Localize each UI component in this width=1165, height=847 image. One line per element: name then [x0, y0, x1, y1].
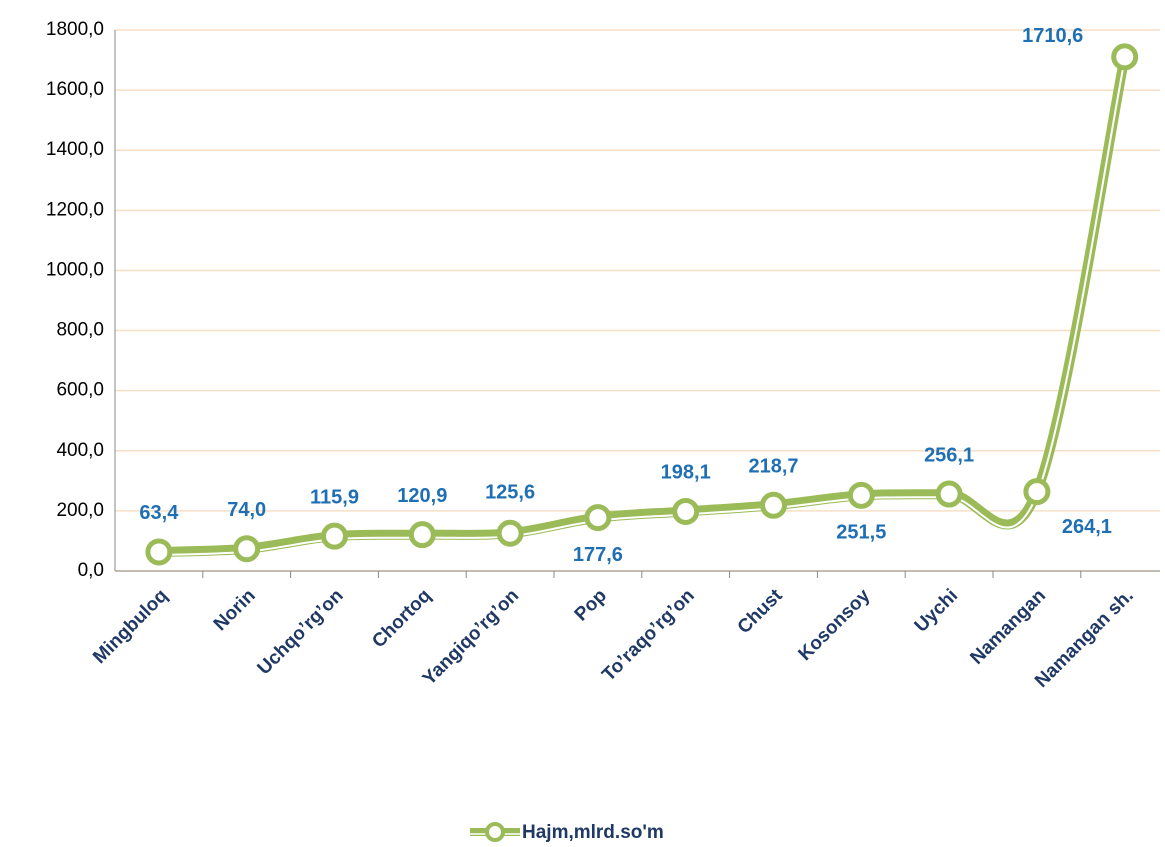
data-label: 264,1 — [1062, 516, 1112, 538]
marker — [321, 522, 348, 550]
x-tick-label: Kosonsoy — [795, 585, 875, 665]
marker — [496, 519, 524, 547]
y-tick-label: 1800,0 — [46, 19, 104, 40]
y-tick-label: 1200,0 — [46, 199, 104, 220]
y-tick-label: 1600,0 — [46, 79, 104, 100]
y-tick-label: 0,0 — [78, 560, 104, 581]
data-label: 125,6 — [485, 482, 535, 504]
data-label: 63,4 — [139, 502, 179, 524]
marker — [1111, 43, 1139, 71]
y-tick-label: 400,0 — [56, 440, 104, 461]
marker — [672, 497, 700, 525]
marker — [408, 521, 436, 549]
data-label: 120,9 — [397, 485, 447, 507]
x-tick-label: Chortoq — [368, 585, 435, 652]
y-tick-label: 1400,0 — [46, 139, 104, 160]
x-tick-label: Pop — [571, 585, 611, 625]
y-tick-label: 200,0 — [56, 500, 104, 521]
data-label: 198,1 — [661, 462, 711, 484]
marker — [145, 538, 173, 566]
data-label: 1710,6 — [1022, 25, 1083, 47]
x-tick-label: Namangan — [966, 585, 1050, 669]
marker — [584, 504, 612, 532]
marker — [760, 491, 787, 519]
data-label: 74,0 — [227, 499, 266, 521]
data-label: 177,6 — [573, 544, 623, 566]
x-tick-label: Uchqo’rg’on — [254, 585, 348, 679]
y-tick-label: 600,0 — [56, 380, 104, 401]
y-tick-label: 1000,0 — [46, 259, 104, 280]
data-label: 256,1 — [924, 444, 974, 466]
marker — [1023, 478, 1051, 506]
data-label: 218,7 — [748, 456, 798, 478]
series-line-highlight — [158, 59, 1126, 556]
marker — [233, 535, 261, 563]
x-tick-label: Mingbuloq — [89, 585, 172, 668]
y-tick-label: 800,0 — [56, 320, 104, 341]
marker — [935, 480, 963, 508]
data-label: 251,5 — [836, 522, 886, 544]
x-tick-label: Uychi — [911, 585, 962, 636]
x-tick-label: Chust — [734, 585, 787, 638]
legend-marker — [485, 822, 505, 842]
marker — [847, 481, 875, 509]
x-tick-label: To’raqo’rg’on — [598, 585, 698, 685]
series-line — [158, 55, 1130, 557]
x-tick-label: Norin — [210, 585, 260, 635]
data-label: 115,9 — [310, 486, 359, 508]
legend-label: Hajm,mlrd.so'm — [522, 822, 664, 843]
